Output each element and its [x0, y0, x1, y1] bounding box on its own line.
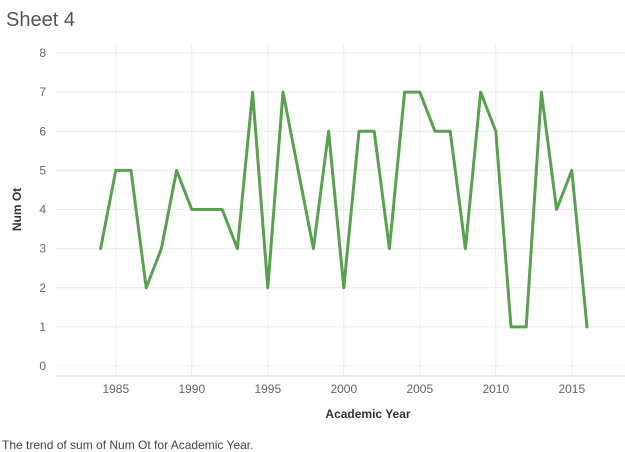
x-tick-label: 2015	[558, 382, 585, 396]
y-tick-label: 8	[39, 46, 46, 60]
x-tick-label: 1985	[102, 382, 129, 396]
y-tick-label: 6	[39, 124, 46, 138]
y-tick-label: 2	[39, 281, 46, 295]
sheet-title: Sheet 4	[6, 9, 75, 31]
x-tick-label: 1995	[254, 382, 281, 396]
y-tick-label: 5	[39, 163, 46, 177]
caption-text: The trend of sum of Num Ot for Academic …	[2, 438, 254, 452]
y-tick-label: 1	[39, 320, 46, 334]
x-tick-label: 1990	[178, 382, 205, 396]
x-tick-label: 2010	[482, 382, 509, 396]
x-tick-label: 2000	[330, 382, 357, 396]
x-axis-title: Academic Year	[325, 407, 411, 421]
y-tick-label: 7	[39, 85, 46, 99]
y-axis-title: Num Ot	[10, 188, 24, 231]
x-tick-label: 2005	[406, 382, 433, 396]
y-tick-label: 4	[39, 203, 46, 217]
y-axis-ticks: 0 1 2 3 4 5 6 7 8	[39, 46, 46, 373]
x-axis-ticks: 1985 1990 1995 2000 2005 2010 2015	[102, 382, 585, 396]
y-tick-label: 0	[39, 359, 46, 373]
line-chart: 0 1 2 3 4 5 6 7 8 1985 1990 1995 2000 2005 2010 2015 N…	[10, 44, 625, 421]
gridlines	[55, 44, 625, 377]
series-line-num-ot[interactable]	[99, 90, 589, 329]
y-tick-label: 3	[39, 242, 46, 256]
